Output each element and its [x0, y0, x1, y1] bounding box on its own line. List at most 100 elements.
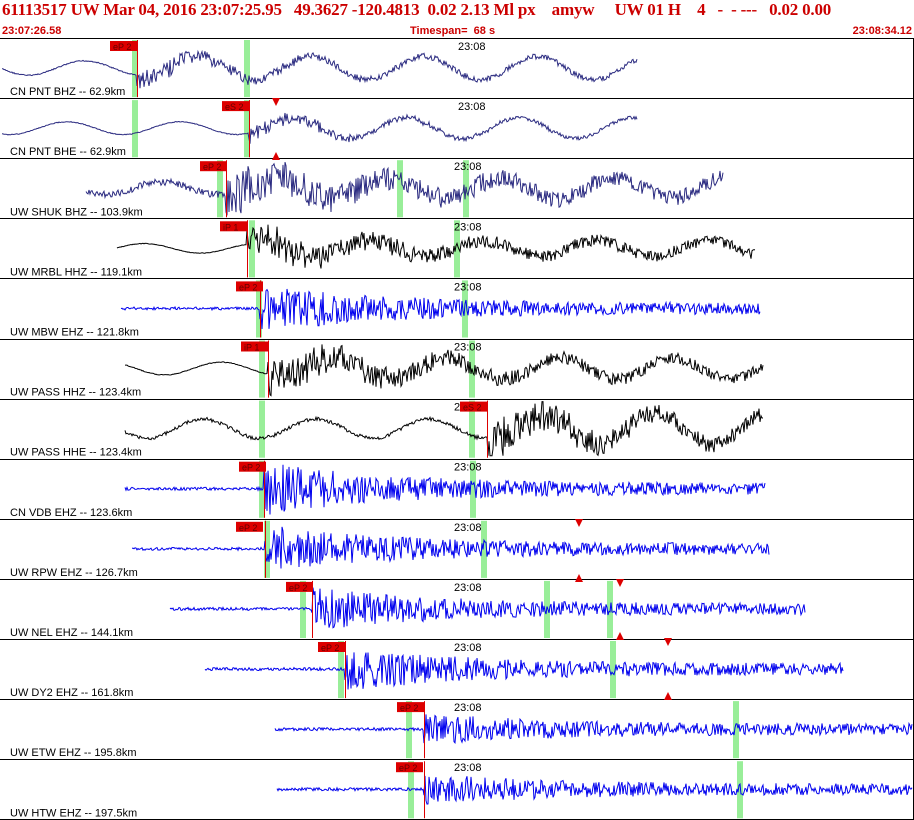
- time-mark: 23:08: [454, 281, 482, 293]
- pick-label: eP 2: [399, 763, 417, 773]
- end-time: 23:08:34.12: [852, 25, 912, 37]
- waveform: [2, 49, 638, 89]
- pick-label: eP 2: [321, 643, 339, 653]
- triangle-down-icon: [272, 98, 280, 106]
- pick-box[interactable]: [397, 702, 424, 713]
- phase-marker: [733, 701, 739, 759]
- trace-row[interactable]: 23:08 eP 2 UW DY2 EHZ -- 161.8km: [10, 641, 844, 699]
- event-title: 61113517 UW Mar 04, 2016 23:07:25.95 49.…: [2, 0, 832, 19]
- waveform: [131, 526, 770, 569]
- pick-box[interactable]: [239, 461, 266, 472]
- header-bar: 61113517 UW Mar 04, 2016 23:07:25.95 49.…: [0, 0, 914, 40]
- phase-marker: [256, 280, 262, 338]
- pick-box[interactable]: [200, 161, 227, 172]
- phase-marker: [244, 40, 250, 98]
- phase-marker: [397, 160, 403, 218]
- pick-box[interactable]: [286, 581, 313, 592]
- triangle-down-icon: [664, 638, 672, 646]
- pick-label: eP 2: [239, 523, 257, 533]
- trace-row[interactable]: 23:08 eP 2 UW MBW EHZ -- 121.8km: [10, 280, 761, 339]
- time-mark: 23:08: [454, 582, 482, 594]
- pick-label: eP 2: [400, 703, 418, 713]
- waveform: [116, 224, 756, 269]
- pick-label: iP 1: [244, 343, 259, 353]
- pick-box[interactable]: [220, 221, 247, 232]
- phase-marker: [469, 400, 475, 458]
- time-mark: 23:08: [454, 642, 482, 654]
- pick-box[interactable]: [236, 521, 263, 532]
- station-label: UW PASS HHZ -- 123.4km: [10, 387, 141, 399]
- pick-box[interactable]: [236, 281, 263, 292]
- time-mark: 23:08: [458, 101, 486, 113]
- trace-row[interactable]: 23:08 eP 2 UW ETW EHZ -- 195.8km: [10, 701, 913, 759]
- trace-row[interactable]: 23:08 iP 1 UW MRBL HHZ -- 119.1km: [10, 220, 756, 278]
- phase-marker: [217, 160, 223, 218]
- triangle-down-icon: [575, 519, 583, 527]
- station-label: UW MBW EHZ -- 121.8km: [10, 327, 139, 339]
- pick-label: iP 1: [223, 222, 238, 232]
- phase-marker: [300, 580, 306, 638]
- phase-marker: [454, 220, 460, 278]
- station-label: UW DY2 EHZ -- 161.8km: [10, 687, 133, 699]
- time-mark: 23:08: [454, 522, 482, 534]
- waveform: [124, 464, 766, 515]
- time-mark: 23:08: [454, 462, 482, 474]
- pick-box[interactable]: [318, 642, 345, 652]
- triangle-up-icon: [575, 574, 583, 582]
- station-label: UW PASS HHE -- 123.4km: [10, 447, 142, 459]
- time-mark: 23:08: [454, 161, 482, 173]
- trace-row[interactable]: 23:08 eP 2 UW HTW EHZ -- 197.5km: [10, 761, 913, 819]
- pick-box[interactable]: [110, 41, 137, 51]
- station-label: UW SHUK BHZ -- 103.9km: [10, 206, 143, 218]
- phase-marker: [249, 220, 255, 278]
- trace-row[interactable]: 23:08 eS 2 CN PNT BHE -- 62.9km: [1, 100, 638, 158]
- waveform: [169, 587, 806, 629]
- seismogram-panel[interactable]: 23:08 eP 2 CN PNT BHZ -- 62.9km 23:08 eS 2 CN…: [0, 38, 914, 820]
- phase-marker: [259, 340, 265, 398]
- triangle-down-icon: [616, 579, 624, 587]
- time-mark: 23:08: [454, 221, 482, 233]
- waveform: [276, 775, 913, 805]
- phase-marker: [737, 761, 743, 819]
- pick-box[interactable]: [460, 401, 487, 412]
- triangle-up-icon: [664, 692, 672, 700]
- phase-marker: [132, 100, 138, 158]
- pick-label: eP 2: [113, 42, 131, 52]
- phase-marker: [338, 641, 344, 699]
- pick-box[interactable]: [396, 762, 423, 773]
- station-label: CN PNT BHE -- 62.9km: [10, 146, 126, 158]
- pick-label: eS 2: [463, 403, 482, 413]
- phase-marker: [264, 520, 270, 578]
- pick-label: eS 2: [225, 102, 244, 112]
- triangle-up-icon: [272, 152, 280, 160]
- phase-marker: [259, 400, 265, 458]
- pick-label: eP 2: [289, 583, 307, 593]
- station-label: CN VDB EHZ -- 123.6km: [10, 507, 132, 519]
- phase-marker: [470, 460, 476, 518]
- time-mark: 23:08: [454, 342, 482, 354]
- trace-row[interactable]: 23:08 eP 2 UW NEL EHZ -- 144.1km: [10, 580, 806, 639]
- pick-label: eP 2: [239, 282, 257, 292]
- start-time: 23:07:26.58: [2, 25, 62, 37]
- time-mark: 23:08: [454, 702, 482, 714]
- station-label: UW HTW EHZ -- 197.5km: [10, 807, 137, 819]
- timespan-label: Timespan= 68 s: [410, 25, 496, 37]
- pick-box[interactable]: [222, 101, 249, 112]
- waveform: [125, 344, 764, 397]
- waveform: [124, 401, 763, 457]
- waveform: [85, 161, 724, 216]
- station-label: UW MRBL HHZ -- 119.1km: [10, 266, 142, 278]
- waveform: [1, 112, 638, 144]
- pick-box[interactable]: [241, 341, 268, 352]
- triangle-up-icon: [616, 632, 624, 640]
- trace-row[interactable]: 23:08 eP 2 CN PNT BHZ -- 62.9km: [2, 40, 638, 98]
- trace-row[interactable]: 23:08 eP 2 UW RPW EHZ -- 126.7km: [10, 520, 770, 579]
- pick-label: eP 2: [203, 162, 221, 172]
- time-mark: 23:08: [454, 762, 482, 774]
- trace-row[interactable]: 23:08 eP 2 UW SHUK BHZ -- 103.9km: [10, 160, 724, 218]
- pick-label: eP 2: [242, 463, 260, 473]
- time-mark: 23:08: [458, 41, 486, 53]
- trace-row[interactable]: 23:08 eP 2 CN VDB EHZ -- 123.6km: [10, 460, 766, 519]
- trace-row[interactable]: 23:08 iP 1 UW PASS HHZ -- 123.4km: [10, 340, 764, 399]
